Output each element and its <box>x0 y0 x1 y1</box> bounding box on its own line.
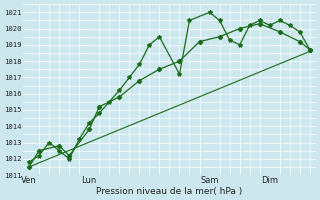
X-axis label: Pression niveau de la mer( hPa ): Pression niveau de la mer( hPa ) <box>96 187 243 196</box>
